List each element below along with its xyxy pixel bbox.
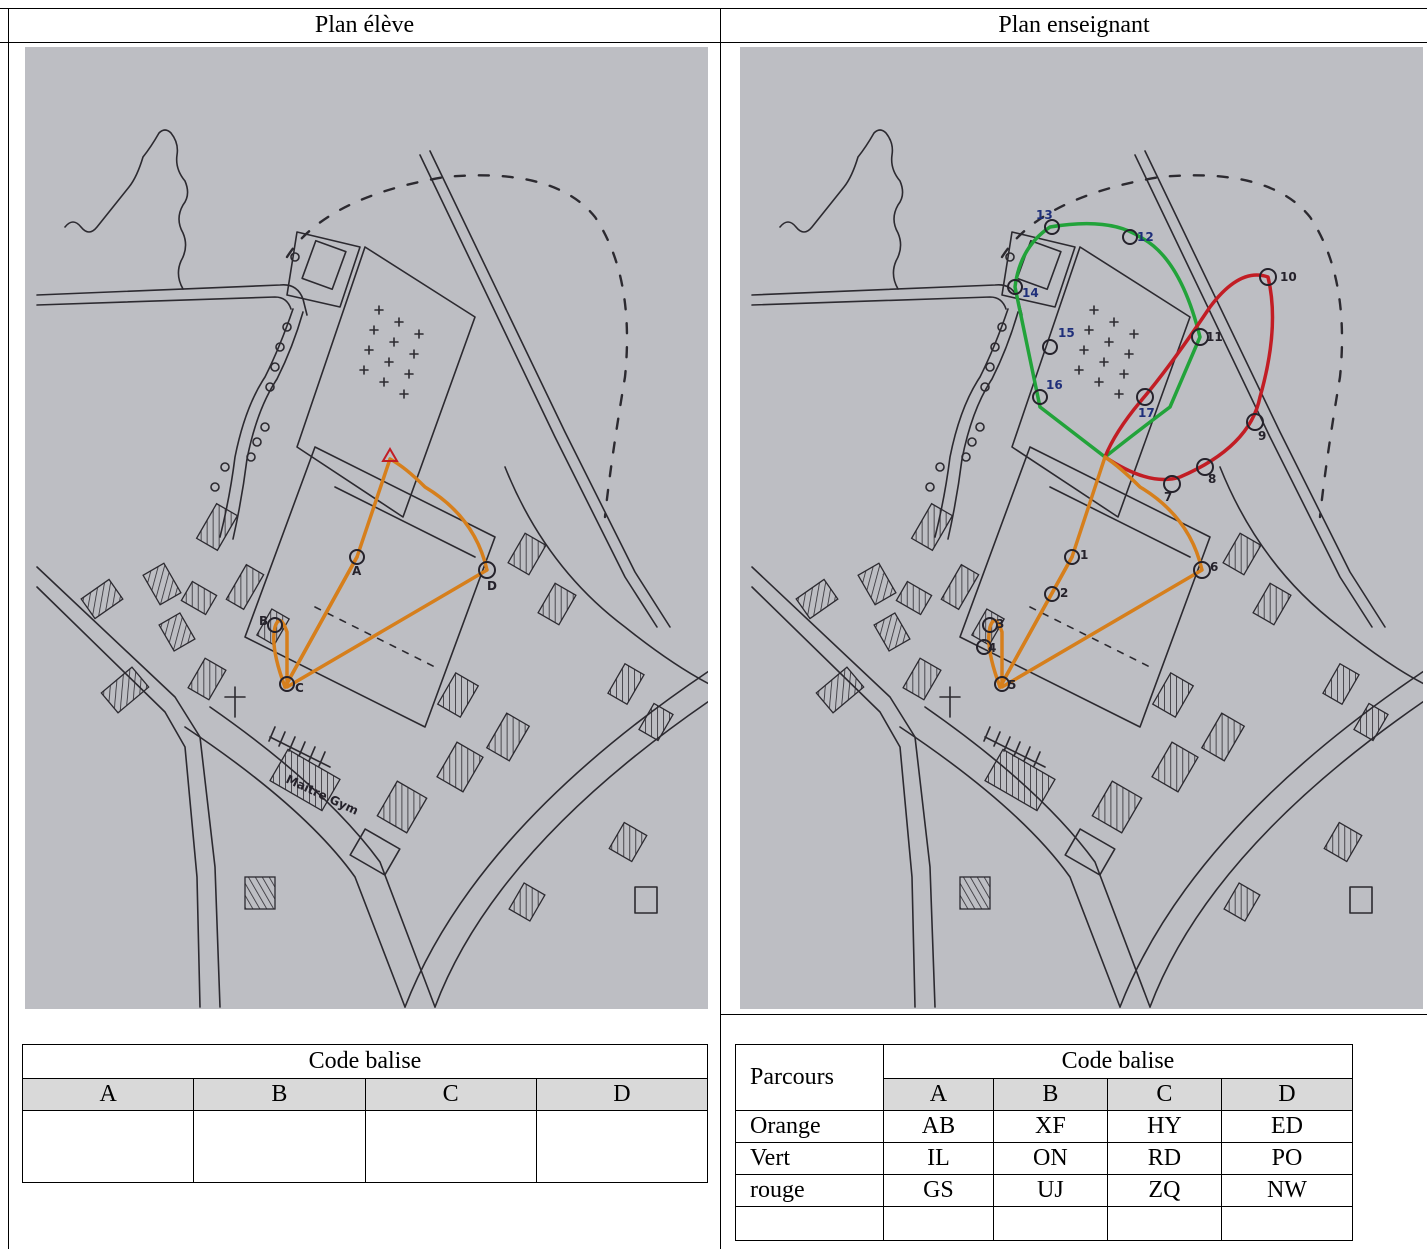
frame-header-bottom	[0, 42, 1427, 43]
control-d	[478, 561, 496, 579]
teacher-col-d: D	[1220, 1078, 1354, 1111]
frame-right-map-bottom	[720, 1014, 1427, 1015]
empty-code-b[interactable]	[992, 1206, 1108, 1241]
teacher-table-header: Code balise	[883, 1044, 1353, 1079]
parcours-vert: Vert	[735, 1142, 884, 1175]
red-num-11: 11	[1206, 330, 1223, 344]
control-a-label: A	[352, 564, 362, 578]
control-b	[267, 617, 283, 633]
orange-route	[272, 457, 489, 689]
teacher-map-drawing: 1 2 3 4 5 6 7 8 9 10 11 12 13 14 15 16 1…	[750, 128, 1423, 1009]
table-row: Vert IL ON RD PO	[735, 1142, 1354, 1175]
teacher-col-c: C	[1106, 1078, 1222, 1111]
frame-top	[0, 8, 1427, 9]
student-map-drawing: A B C D Maitre Gym	[35, 128, 708, 1009]
control-c	[279, 676, 295, 692]
teacher-parcours-header: Parcours	[735, 1044, 884, 1111]
frame-divider	[720, 8, 721, 1249]
red-num-10: 10	[1280, 270, 1297, 284]
table-row	[735, 1206, 1354, 1241]
student-table-header: Code balise	[22, 1044, 708, 1079]
green-num-17: 17	[1138, 406, 1155, 420]
red-num-7: 7	[1164, 490, 1172, 504]
control-b-label: B	[259, 614, 268, 628]
orange-num-5: 5	[1008, 678, 1016, 692]
empty-code-a[interactable]	[883, 1206, 994, 1241]
empty-code-c[interactable]	[1106, 1206, 1222, 1241]
rouge-code-d: NW	[1220, 1174, 1354, 1207]
student-code-c-cell[interactable]	[364, 1110, 537, 1183]
student-col-c: C	[364, 1078, 537, 1111]
vert-code-b: ON	[992, 1142, 1108, 1175]
control-a	[349, 549, 365, 565]
green-num-15: 15	[1058, 326, 1075, 340]
frame-left	[8, 8, 9, 1249]
teacher-code-table: Parcours Code balise A B C D Orange AB X…	[735, 1044, 1354, 1241]
orange-code-d: ED	[1220, 1110, 1354, 1143]
red-route	[1103, 273, 1275, 482]
green-num-14: 14	[1022, 286, 1039, 300]
orange-num-1: 1	[1080, 548, 1088, 562]
teacher-col-b: B	[992, 1078, 1108, 1111]
green-num-13: 13	[1036, 208, 1053, 222]
green-num-12: 12	[1137, 230, 1154, 244]
green-num-16: 16	[1046, 378, 1063, 392]
empty-code-d[interactable]	[1220, 1206, 1354, 1241]
parcours-orange: Orange	[735, 1110, 884, 1143]
red-num-9: 9	[1258, 429, 1266, 443]
orange-route-teacher	[987, 455, 1204, 689]
control-d-label: D	[487, 579, 497, 593]
orange-num-4: 4	[988, 641, 996, 655]
teacher-plan-title: Plan enseignant	[998, 12, 1150, 38]
red-num-8: 8	[1208, 472, 1216, 486]
student-col-a: A	[21, 1078, 195, 1111]
orange-code-c: HY	[1106, 1110, 1222, 1143]
student-code-d-cell[interactable]	[535, 1110, 709, 1183]
student-code-table: Code balise A B C D	[21, 1044, 709, 1183]
orange-code-a: AB	[883, 1110, 994, 1143]
parcours-rouge: rouge	[735, 1174, 884, 1207]
teacher-map: 1 2 3 4 5 6 7 8 9 10 11 12 13 14 15 16 1…	[740, 47, 1423, 1009]
orange-num-6: 6	[1210, 560, 1218, 574]
student-plan-title: Plan élève	[314, 12, 415, 38]
control-c-label: C	[295, 681, 304, 695]
rouge-code-a: GS	[883, 1174, 994, 1207]
orange-num-2: 2	[1060, 586, 1068, 600]
student-code-a-cell[interactable]	[21, 1110, 195, 1183]
student-code-b-cell[interactable]	[193, 1110, 366, 1183]
table-row: rouge GS UJ ZQ NW	[735, 1174, 1354, 1207]
table-row: Orange AB XF HY ED	[735, 1110, 1354, 1143]
rouge-code-b: UJ	[992, 1174, 1108, 1207]
rouge-code-c: ZQ	[1106, 1174, 1222, 1207]
start-triangle	[381, 447, 399, 462]
student-col-b: B	[193, 1078, 366, 1111]
vert-code-d: PO	[1220, 1142, 1354, 1175]
teacher-controls	[976, 219, 1277, 692]
vert-code-a: IL	[883, 1142, 994, 1175]
student-col-d: D	[535, 1078, 709, 1111]
teacher-col-a: A	[883, 1078, 994, 1111]
green-route	[1013, 221, 1202, 459]
vert-code-c: RD	[1106, 1142, 1222, 1175]
parcours-empty[interactable]	[735, 1206, 884, 1241]
orange-num-3: 3	[996, 617, 1004, 631]
student-map: A B C D Maitre Gym	[25, 47, 708, 1009]
orange-code-b: XF	[992, 1110, 1108, 1143]
